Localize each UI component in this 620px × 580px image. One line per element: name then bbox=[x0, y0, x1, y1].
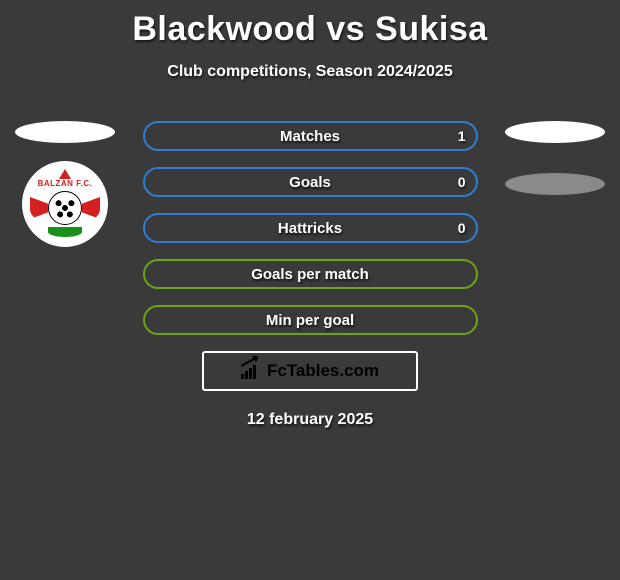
date-text: 12 february 2025 bbox=[0, 411, 620, 429]
bar-right-value: 0 bbox=[458, 220, 466, 236]
stat-bar: Min per goal bbox=[143, 305, 478, 335]
badge-graphic: BALZAN F.C. bbox=[30, 169, 100, 239]
bar-label: Goals per match bbox=[251, 266, 369, 283]
right-column bbox=[500, 121, 610, 195]
comparison-content: BALZAN F.C. Matches1Goals0Hattricks0Goal… bbox=[0, 121, 620, 429]
stat-bars: Matches 1 Goals 0 Hattricks 0 Goals per match M… bbox=[143, 121, 478, 335]
stat-bar: Hattricks 0 bbox=[143, 213, 478, 243]
bar-right-value: 1 bbox=[458, 128, 466, 144]
page-title: Blackwood vs Sukisa bbox=[0, 0, 620, 49]
bar-right-value: 0 bbox=[458, 174, 466, 190]
left-ellipse-placeholder bbox=[15, 121, 115, 143]
stat-bar: Goals 0 bbox=[143, 167, 478, 197]
left-column: BALZAN F.C. bbox=[10, 121, 120, 247]
stat-bar: Goals per match bbox=[143, 259, 478, 289]
watermark-box: FcTables.com bbox=[202, 351, 418, 391]
right-ellipse-top bbox=[505, 121, 605, 143]
left-club-badge: BALZAN F.C. bbox=[22, 161, 108, 247]
bar-label: Matches bbox=[280, 128, 340, 145]
right-ellipse-bottom bbox=[505, 173, 605, 195]
subtitle: Club competitions, Season 2024/2025 bbox=[0, 63, 620, 81]
stat-bar: Matches 1 bbox=[143, 121, 478, 151]
watermark-text: FcTables.com bbox=[267, 361, 379, 381]
badge-text: BALZAN F.C. bbox=[30, 179, 100, 188]
bar-label: Hattricks bbox=[278, 220, 342, 237]
bar-label: Min per goal bbox=[266, 312, 354, 329]
bar-label: Goals bbox=[289, 174, 331, 191]
chart-icon bbox=[241, 363, 261, 379]
